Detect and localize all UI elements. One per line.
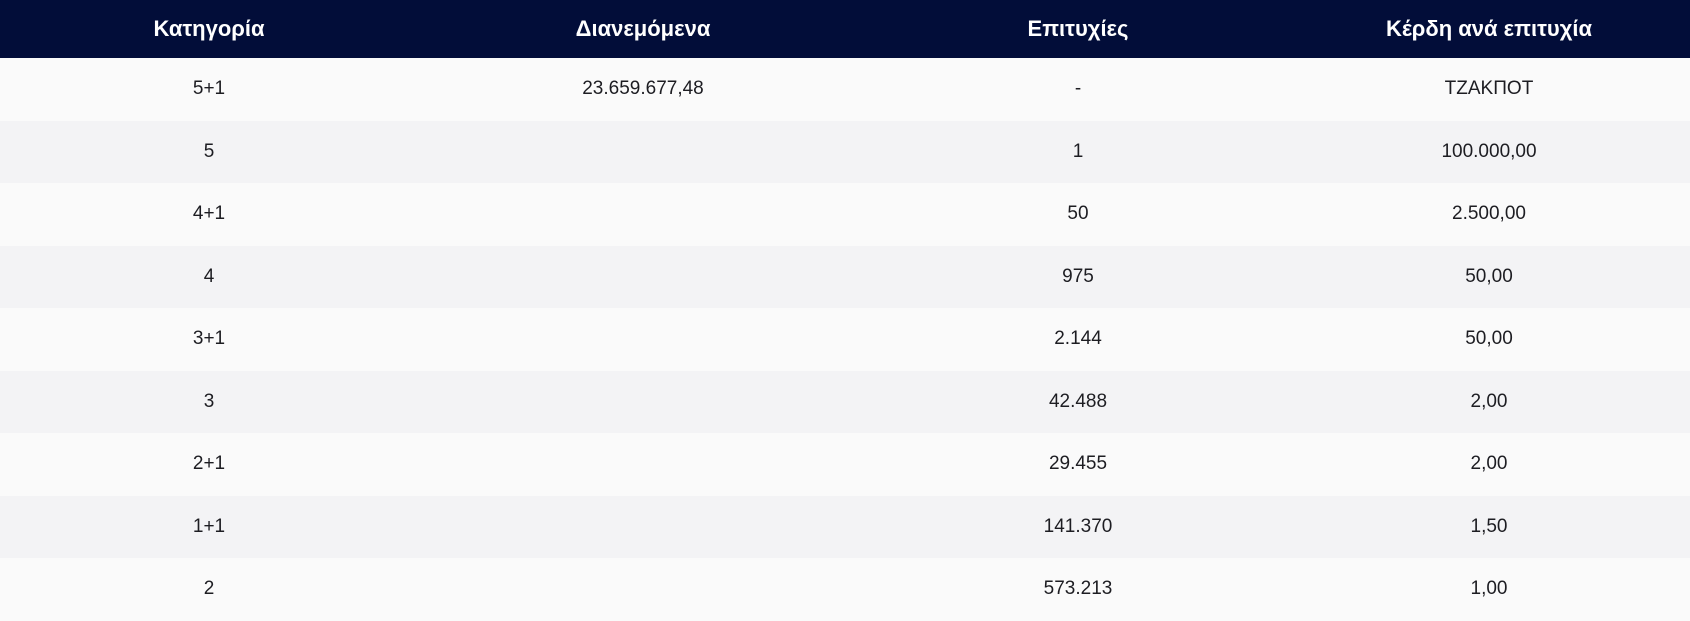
cell-category: 5+1 [192,78,226,100]
table-row: 4 975 50,00 [0,245,1690,309]
cell-distributed [418,371,868,434]
cell-distributed [418,121,868,184]
cell-category: 4 [203,265,215,287]
cell-prize-per-winner: 50,00 [1465,265,1513,287]
cell-winners: 141.370 [1043,515,1113,537]
table-header: Κατηγορία Διανεμόμενα Επιτυχίες Κέρδη αν… [0,0,1690,58]
cell-category: 3 [203,390,215,412]
cell-category: 2+1 [192,453,226,475]
cell-prize-per-winner: 2.500,00 [1452,203,1526,225]
cell-category: 1+1 [192,515,226,537]
cell-prize-per-winner: 100.000,00 [1441,140,1537,162]
table-row: 3 42.488 2,00 [0,370,1690,434]
cell-prize-per-winner: 1,50 [1470,515,1508,537]
table-row: 2 573.213 1,00 [0,558,1690,621]
cell-winners: 975 [1062,265,1094,287]
cell-distributed [418,246,868,309]
cell-distributed: 23.659.677,48 [582,78,704,100]
cell-winners: - [1074,78,1082,100]
cell-prize-per-winner: 2,00 [1470,453,1508,475]
table-row: 3+1 2.144 50,00 [0,308,1690,371]
cell-distributed [418,433,868,496]
header-distributed: Διανεμόμενα [575,16,711,41]
cell-prize-per-winner: ΤΖΑΚΠΟΤ [1444,78,1534,100]
cell-category: 5 [203,140,215,162]
cell-winners: 29.455 [1048,453,1108,475]
cell-distributed [418,308,868,371]
cell-category: 4+1 [192,203,226,225]
cell-prize-per-winner: 1,00 [1470,578,1508,600]
header-prize-per-winner: Κέρδη ανά επιτυχία [1385,16,1593,41]
cell-winners: 42.488 [1048,390,1108,412]
cell-category: 3+1 [192,328,226,350]
cell-winners: 573.213 [1043,578,1113,600]
table-row: 4+1 50 2.500,00 [0,183,1690,246]
cell-winners: 1 [1072,140,1084,162]
cell-winners: 2.144 [1054,328,1102,350]
table-row: 2+1 29.455 2,00 [0,433,1690,496]
cell-distributed [418,558,868,621]
table-row: 1+1 141.370 1,50 [0,495,1690,559]
table-body: 5+1 23.659.677,48 - ΤΖΑΚΠΟΤ 5 1 100.000,00 4+1 5… [0,58,1690,621]
table-row: 5 1 100.000,00 [0,120,1690,184]
table-row: 5+1 23.659.677,48 - ΤΖΑΚΠΟΤ [0,58,1690,121]
cell-prize-per-winner: 50,00 [1465,328,1513,350]
cell-distributed [418,183,868,246]
header-winners: Επιτυχίες [1027,16,1129,41]
cell-winners: 50 [1067,203,1089,225]
cell-distributed [418,496,868,559]
cell-category: 2 [203,578,215,600]
cell-prize-per-winner: 2,00 [1470,390,1508,412]
header-category: Κατηγορία [153,16,265,41]
